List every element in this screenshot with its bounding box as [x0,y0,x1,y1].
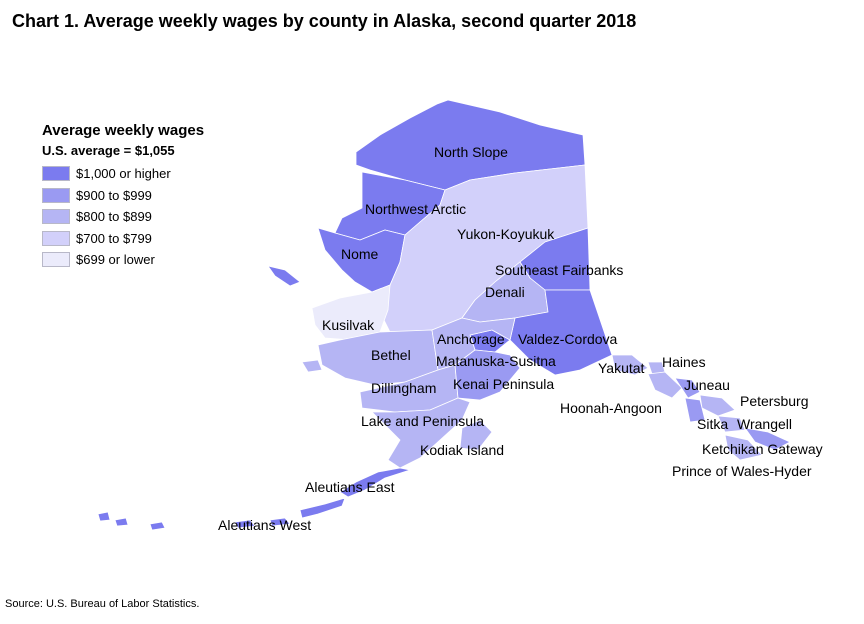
legend-item: $699 or lower [42,249,204,271]
map-label: Aleutians West [218,517,311,533]
region-wrangell[interactable] [717,415,746,433]
map-label: Yakutat [598,360,645,376]
legend-label: $900 to $999 [76,187,152,203]
map-label: Haines [662,354,706,370]
map-label: Anchorage [437,331,505,347]
region-prince-of-wales-hyder[interactable] [724,434,763,461]
map-label: Lake and Peninsula [361,413,484,429]
map-label: Wrangell [737,416,792,432]
legend-swatch [42,209,70,225]
map-label: North Slope [434,144,508,160]
region-st-lawrence-island [267,265,301,287]
map-label: Kusilvak [322,317,375,333]
map-label: Kodiak Island [420,442,504,458]
source-note: Source: U.S. Bureau of Labor Statistics. [5,598,200,610]
map-label: Hoonah-Angoon [560,400,662,416]
map-label: Sitka [697,416,728,432]
region-kusilvak[interactable] [311,284,391,341]
region-petersburg[interactable] [699,394,736,417]
map-label: Yukon-Koyukuk [457,226,555,242]
region-lake-and-peninsula[interactable] [371,397,471,469]
map-label: Valdez-Cordova [518,331,618,347]
region-hoonah-angoon[interactable] [647,371,683,399]
map-label: Dillingham [371,380,436,396]
map-label: Northwest Arctic [365,201,466,217]
region-ketchikan-gateway[interactable] [744,427,791,451]
map-label: Ketchikan Gateway [702,441,823,457]
map-label: Bethel [371,347,411,363]
region-valdez-cordova[interactable] [509,289,613,376]
region-juneau[interactable] [674,377,701,399]
legend-item: $900 to $999 [42,185,204,207]
legend-item: $700 to $799 [42,228,204,250]
region-kenai-peninsula[interactable] [454,349,521,401]
chart-title: Chart 1. Average weekly wages by county … [12,11,637,31]
legend-item: $1,000 or higher [42,163,204,185]
region-yakutat[interactable] [611,354,649,376]
legend-swatch [42,166,70,182]
region-aleutians-east[interactable] [339,467,411,498]
map-legend: Average weekly wages U.S. average = $1,0… [42,122,204,271]
legend-label: $800 to $899 [76,209,152,225]
map-label: Petersburg [740,393,808,409]
map-label: Nome [341,246,379,262]
legend-swatch [42,252,70,268]
region-north-slope[interactable] [355,99,586,191]
legend-item: $800 to $899 [42,206,204,228]
legend-swatch [42,187,70,203]
legend-label: $700 to $799 [76,230,152,246]
map-label: Southeast Fairbanks [495,262,623,278]
legend-swatch [42,230,70,246]
legend-label: $1,000 or higher [76,166,171,182]
region-aleutians-west[interactable] [97,497,346,531]
map-label: Matanuska-Susitna [436,353,556,369]
map-label: Denali [485,284,525,300]
map-label: Juneau [684,377,730,393]
map-label: Aleutians East [305,479,395,495]
legend-title: Average weekly wages [42,122,205,139]
map-label: Kenai Peninsula [453,376,554,392]
region-sitka[interactable] [684,397,706,423]
legend-label: $699 or lower [76,252,155,268]
map-label: Prince of Wales-Hyder [672,463,812,479]
region-nunivak-island [301,359,323,373]
legend-subtitle: U.S. average = $1,055 [42,143,175,158]
region-kodiak-island[interactable] [459,419,493,451]
